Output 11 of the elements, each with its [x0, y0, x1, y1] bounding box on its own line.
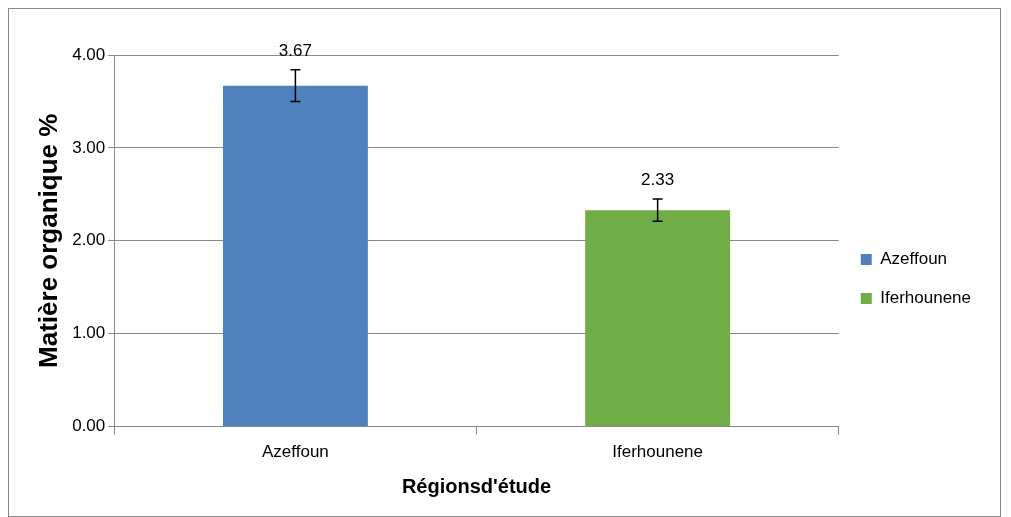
y-tick-label: 2.00 — [72, 230, 106, 250]
data-label: 2.33 — [641, 170, 675, 190]
data-label: 3.67 — [278, 41, 312, 61]
y-tick-label: 0.00 — [72, 416, 106, 436]
x-axis-title: Régionsd'étude — [401, 474, 552, 497]
legend-label: Azeffoun — [880, 249, 948, 269]
legend-label: Iferhounene — [880, 288, 972, 308]
y-tick-label: 1.00 — [72, 323, 106, 343]
y-tick-label: 3.00 — [72, 137, 106, 157]
y-tick-label: 4.00 — [72, 44, 106, 64]
y-axis-title: Matière organique % — [32, 113, 63, 368]
